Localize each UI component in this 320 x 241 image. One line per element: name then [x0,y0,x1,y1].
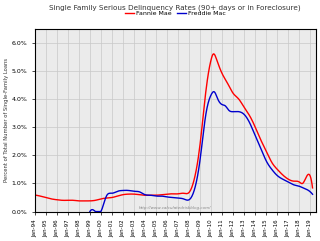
Fannie Mae [79,200,83,202]
Fannie Mae [167,193,171,195]
Fannie Mae [305,174,309,177]
Freddie Mac [250,127,254,130]
Fannie Mae [212,53,215,55]
Fannie Mae [184,192,188,195]
Freddie Mac [88,210,92,213]
Fannie Mae [33,194,37,196]
Line: Freddie Mac: Freddie Mac [90,92,313,212]
Freddie Mac [161,195,164,198]
Legend: Fannie Mae, Freddie Mac: Fannie Mae, Freddie Mac [122,8,228,18]
Line: Fannie Mae: Fannie Mae [35,54,313,201]
Text: http://www.calculatedriskblog.com/: http://www.calculatedriskblog.com/ [139,206,212,210]
Freddie Mac [228,110,232,113]
Fannie Mae [262,144,266,147]
Y-axis label: Percent of Total Number of Single-Family Loans: Percent of Total Number of Single-Family… [4,58,9,182]
Freddie Mac [212,90,216,93]
Freddie Mac [311,193,315,196]
Freddie Mac [115,190,119,193]
Fannie Mae [311,187,315,189]
Freddie Mac [176,197,180,200]
Freddie Mac [249,125,253,127]
Fannie Mae [199,138,203,141]
Fannie Mae [165,193,169,195]
Title: Single Family Serious Delinquency Rates (90+ days or in Foreclosure): Single Family Serious Delinquency Rates … [50,4,301,11]
